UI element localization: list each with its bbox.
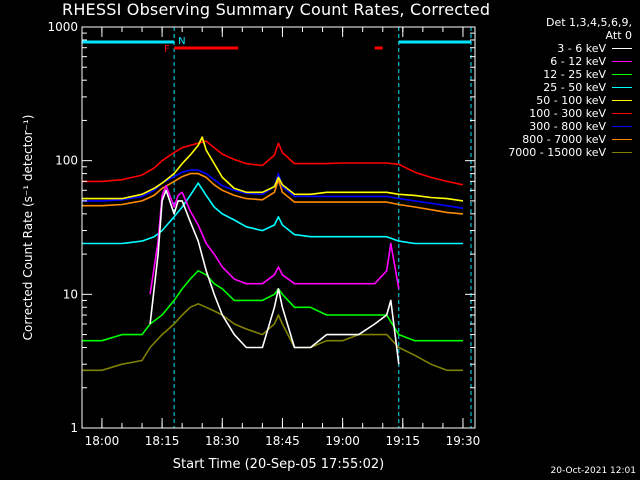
x-tick-label-2: 18:30 <box>205 434 240 448</box>
y-axis-label: Corrected Count Rate (s⁻¹ detector⁻¹) <box>21 115 35 341</box>
legend-label-7: 800 - 7000 keV <box>522 133 606 146</box>
legend-entry-6: 300 - 800 keV <box>482 120 632 133</box>
series-line-3 <box>81 182 463 245</box>
legend-detectors: Det 1,3,4,5,6,9, <box>545 16 632 29</box>
legend-label-0: 3 - 6 keV <box>557 42 606 55</box>
legend-label-8: 7000 - 15000 keV <box>508 146 606 159</box>
chart-title: RHESSI Observing Summary Count Rates, Co… <box>62 0 491 19</box>
legend-label-3: 25 - 50 keV <box>543 81 606 94</box>
x-tick-label-5: 19:15 <box>385 434 420 448</box>
legend-swatch-8 <box>612 152 632 153</box>
legend-label-1: 6 - 12 keV <box>550 55 606 68</box>
legend-entry-2: 12 - 25 keV <box>482 68 632 81</box>
legend-entry-7: 800 - 7000 keV <box>482 133 632 146</box>
flag-N-label: N <box>178 36 185 47</box>
series-line-4 <box>81 136 464 202</box>
legend-swatch-3 <box>612 87 632 88</box>
series-line-7 <box>81 172 464 215</box>
legend-swatch-5 <box>612 113 632 114</box>
flag-layer: NF <box>81 27 472 428</box>
generation-timestamp: 20-Oct-2021 12:01 <box>550 466 636 476</box>
y-tick-label-2: 100 <box>55 154 78 168</box>
series-layer <box>81 136 464 372</box>
x-tick-label-0: 18:00 <box>85 434 120 448</box>
x-tick-label-1: 18:15 <box>145 434 180 448</box>
legend-entry-8: 7000 - 15000 keV <box>482 146 632 159</box>
x-tick-label-3: 18:45 <box>265 434 300 448</box>
legend-entry-0: 3 - 6 keV <box>482 42 632 55</box>
series-line-1 <box>149 184 400 295</box>
legend-swatch-6 <box>612 126 632 127</box>
flag-F-label: F <box>164 44 170 55</box>
x-tick-label-6: 19:30 <box>446 434 481 448</box>
series-line-0 <box>149 189 400 365</box>
legend-entry-4: 50 - 100 keV <box>482 94 632 107</box>
plot-frame <box>81 26 476 429</box>
legend-swatch-1 <box>612 61 632 62</box>
y-tick-label-3: 1000 <box>47 20 78 34</box>
legend-swatch-0 <box>612 48 632 49</box>
y-tick-label-1: 10 <box>63 287 78 301</box>
legend-entry-1: 6 - 12 keV <box>482 55 632 68</box>
legend-swatch-7 <box>612 139 632 140</box>
y-tick-label-0: 1 <box>70 421 78 435</box>
legend-label-5: 100 - 300 keV <box>529 107 606 120</box>
legend-label-2: 12 - 25 keV <box>543 68 606 81</box>
legend-label-4: 50 - 100 keV <box>536 94 606 107</box>
legend-swatch-4 <box>612 100 632 101</box>
legend-label-6: 300 - 800 keV <box>529 120 606 133</box>
x-tick-label-4: 19:00 <box>325 434 360 448</box>
axes-layer: 1 10 100 1000 18:00 18:15 18:30 18:45 19:00 19:15… <box>21 20 480 472</box>
x-axis-label: Start Time (20-Sep-05 17:55:02) <box>173 457 384 472</box>
series-line-8 <box>81 302 463 372</box>
legend-swatch-2 <box>612 74 632 75</box>
legend-entry-5: 100 - 300 keV <box>482 107 632 120</box>
legend-attenuator: Att 0 <box>605 29 632 42</box>
series-line-5 <box>81 140 464 186</box>
legend-entry-3: 25 - 50 keV <box>482 81 632 94</box>
